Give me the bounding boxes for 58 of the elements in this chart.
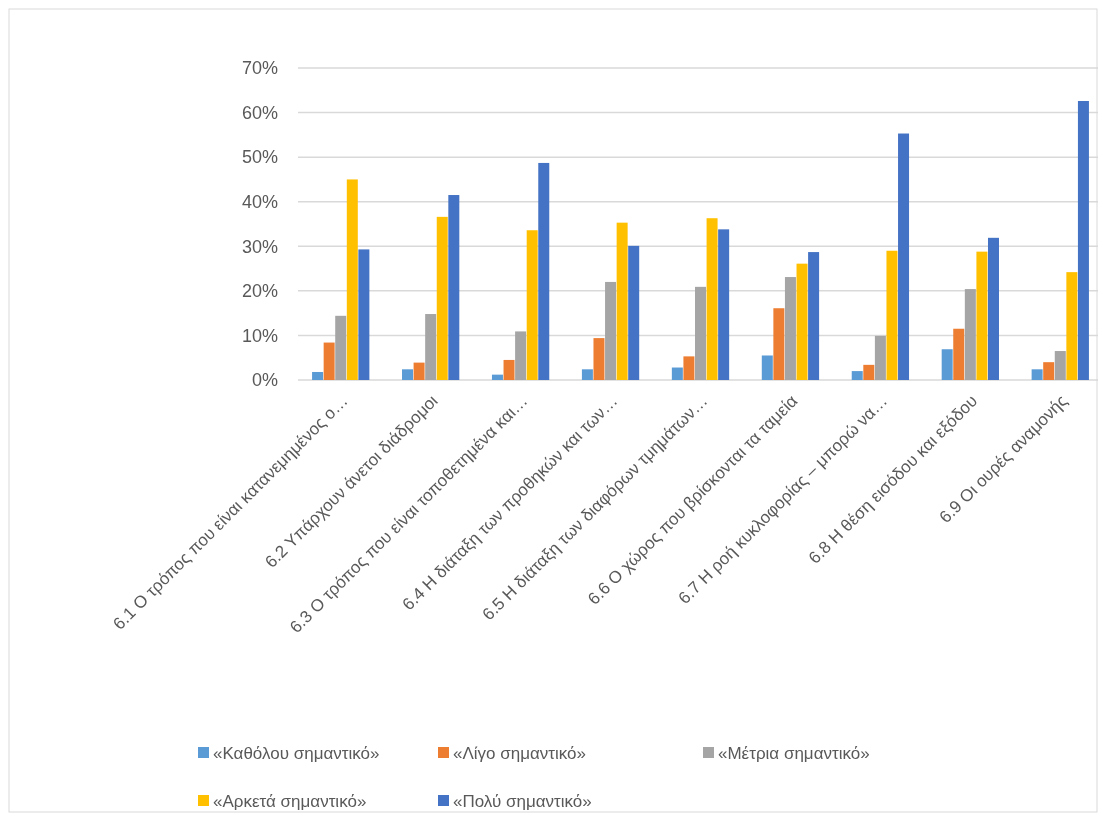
y-tick-label: 0% [251, 370, 278, 391]
bar [953, 328, 965, 380]
bar [413, 362, 425, 380]
bar [886, 250, 898, 380]
bar [605, 281, 617, 380]
bar [784, 277, 796, 380]
bar [402, 369, 414, 380]
bar [358, 249, 370, 380]
y-tick-label: 10% [241, 325, 278, 346]
legend-label: «Πολύ σημαντικό» [453, 791, 592, 811]
legend-label: «Αρκετά σημαντικό» [213, 791, 367, 811]
bar [448, 195, 460, 380]
bar [863, 364, 875, 380]
bar [808, 252, 820, 380]
bar [616, 222, 628, 380]
bar [671, 367, 683, 380]
legend-label: «Μέτρια σημαντικό» [718, 743, 870, 763]
y-tick-label: 40% [241, 192, 278, 213]
bar [898, 133, 910, 380]
bar [491, 374, 503, 380]
bar [503, 359, 515, 380]
bar [1077, 100, 1089, 380]
y-tick-label: 30% [241, 236, 278, 257]
bar [526, 230, 538, 380]
bar [312, 371, 324, 380]
bar [718, 229, 730, 380]
bar [695, 286, 706, 380]
bar [796, 263, 808, 380]
bar [851, 371, 863, 380]
bar [538, 162, 550, 380]
legend-label: «Λίγο σημαντικό» [453, 743, 587, 763]
bar [761, 355, 773, 380]
y-tick-label: 70% [241, 58, 278, 79]
bar [773, 308, 785, 380]
bar [706, 218, 718, 380]
bar [1043, 362, 1055, 380]
bar [1031, 369, 1043, 380]
bar [1054, 351, 1066, 380]
bar [964, 289, 976, 380]
legend-label: «Καθόλου σημαντικό» [213, 743, 380, 763]
bar [323, 342, 335, 380]
bar [335, 315, 347, 380]
bar [628, 245, 640, 380]
bar [987, 237, 999, 380]
bar [515, 331, 527, 380]
y-tick-label: 20% [241, 281, 278, 302]
bar [1066, 272, 1078, 380]
bar [941, 349, 953, 380]
y-tick-label: 50% [241, 147, 278, 168]
bar [436, 216, 448, 380]
bar [581, 369, 593, 380]
bar [874, 335, 886, 380]
bar [976, 251, 988, 380]
bar [683, 356, 695, 380]
bar [346, 179, 358, 380]
y-tick-label: 60% [241, 102, 278, 123]
bar [593, 338, 605, 380]
bar [425, 314, 437, 380]
